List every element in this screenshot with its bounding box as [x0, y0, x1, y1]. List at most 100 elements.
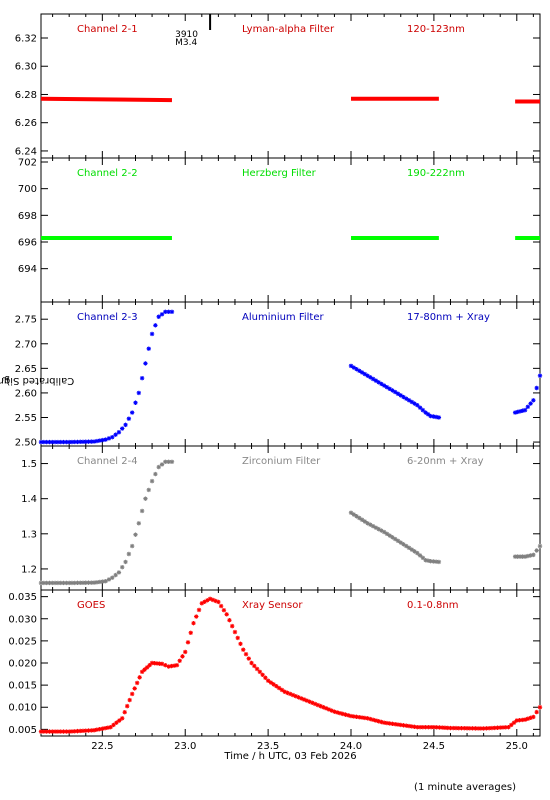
panel-5-data-point	[97, 727, 102, 732]
panel-3-data-point	[525, 404, 531, 410]
panel-5-data-point	[525, 716, 531, 721]
panel-3-data-point	[425, 412, 431, 417]
panel-4-data-point	[531, 552, 536, 558]
panel-2-ytick-label: 696	[18, 238, 37, 249]
panel-3-data-point	[72, 439, 77, 445]
panel-5-data-point	[50, 729, 55, 734]
x-tick-label: 24.0	[340, 741, 362, 752]
panel-4-data-point	[525, 553, 531, 559]
panel-1-frame	[40, 13, 541, 159]
panel-3-data-point	[348, 363, 354, 369]
panel-4-data-point	[120, 564, 125, 570]
panel-5-data-point	[498, 725, 503, 730]
y-axis-label-text: Calibrated Signal / (mW m	[0, 374, 74, 386]
panel-4-data-point	[362, 519, 368, 524]
panel-3-data-point	[94, 438, 100, 444]
panel-3-data-point	[103, 437, 108, 442]
panel-5-data-point	[290, 692, 296, 698]
panel-5-ytick-label: 0.025	[8, 636, 37, 647]
panel-3-data-point	[123, 422, 128, 428]
panel-5-data-point	[163, 663, 168, 668]
x-tick-label: 24.5	[423, 741, 445, 752]
panel-5-data-point	[307, 699, 312, 704]
panel-5-data-point	[127, 697, 132, 703]
panel-5-data-point	[534, 709, 539, 715]
panel-5-ytick-label: 0.035	[8, 592, 37, 603]
panel-4-data-point	[348, 510, 354, 515]
panel-3-data-point	[433, 414, 439, 420]
panel-5-data-point	[500, 725, 506, 730]
panel-4-data-point	[512, 554, 518, 559]
panel-4-data-point	[412, 549, 417, 554]
panel-4-data-point	[159, 462, 165, 467]
panel-3-data-point	[359, 370, 365, 375]
panel-4-data-point	[153, 471, 158, 477]
panel-5-data-point	[357, 714, 362, 720]
panel-5-data-point	[334, 710, 340, 715]
panel-5-data-point	[254, 666, 260, 672]
panel-5-data-point	[398, 722, 403, 728]
panel-4-data-point	[373, 525, 379, 530]
panel-5-data-point	[180, 654, 185, 659]
panel-3-data-point	[75, 439, 80, 445]
panel-5-ytick-label: 0.005	[8, 725, 37, 736]
panel-5-ytick-label: 0.020	[8, 659, 37, 670]
panel-5-data-point	[147, 663, 152, 668]
panel-4-data-point	[64, 580, 69, 586]
panel-3-data-point	[379, 381, 384, 387]
panel-3-data-point	[522, 407, 528, 413]
panel-4-data-point	[44, 580, 49, 586]
panel-3-data-point	[61, 439, 66, 445]
panel-4-data-point	[395, 538, 401, 544]
panel-5-data-point	[227, 618, 232, 623]
panel-1-ytick-label: 6.28	[15, 90, 37, 101]
panel-5-data-point	[83, 728, 88, 733]
panel-5-data-point	[412, 724, 417, 729]
panel-3-data-point	[50, 439, 55, 445]
panel-5-data-point	[509, 722, 514, 728]
panel-5-data-point	[478, 726, 484, 731]
y-axis-label-close: )	[6, 374, 10, 386]
panel-5-data-point	[134, 680, 140, 686]
panel-5-ytick-label: 0.010	[8, 703, 37, 714]
panel-4-data-point	[123, 559, 128, 565]
panel-5-data-point	[442, 725, 448, 730]
panel-3-data-point	[381, 383, 387, 388]
panel-4-data-point	[351, 512, 356, 517]
panel-1-ytick-label: 6.30	[15, 62, 37, 73]
panel-3-data-point	[146, 346, 151, 351]
panel-1-ytick-label: 6.32	[15, 34, 37, 45]
panel-3-ytick-label: 2.70	[15, 339, 37, 350]
panel-5-data-point	[80, 728, 86, 734]
panel-5-data-point	[467, 726, 473, 731]
panel-4-data-point	[66, 580, 72, 586]
panel-5-data-point	[152, 661, 157, 666]
panel-5-data-point	[154, 661, 160, 666]
panel-5-data-point	[64, 729, 69, 734]
panel-3-data-point	[412, 401, 417, 406]
panel-3-data-point	[129, 410, 135, 415]
panel-3-data-point	[534, 385, 539, 391]
panel-5-data-point	[129, 691, 135, 697]
panel-5-data-point	[332, 709, 337, 714]
panel-3-data-point	[78, 439, 83, 445]
panel-5-data-point	[315, 702, 321, 708]
panel-5-label-2: Xray Sensor	[242, 600, 303, 611]
panel-5-data-point	[390, 721, 395, 727]
panel-3-data-point	[368, 375, 373, 380]
panel-5-data-point	[117, 718, 122, 723]
panel-5-data-point	[531, 714, 536, 720]
panel-3-data-point	[376, 380, 381, 385]
panel-3-data-point	[365, 373, 370, 378]
panel-3-data-point	[393, 389, 398, 395]
panel-5-data-point	[142, 667, 147, 672]
panel-5-data-point	[370, 717, 376, 722]
panel-3-data-point	[47, 439, 52, 445]
panel-5-data-point	[456, 725, 461, 731]
panel-5-data-point	[486, 725, 492, 731]
panel-5-data-point	[72, 729, 77, 734]
panel-5-data-point	[489, 725, 495, 731]
panel-4-data-point	[517, 554, 523, 559]
panel-5-data-point	[268, 680, 274, 685]
panel-3-data-point	[404, 396, 409, 401]
